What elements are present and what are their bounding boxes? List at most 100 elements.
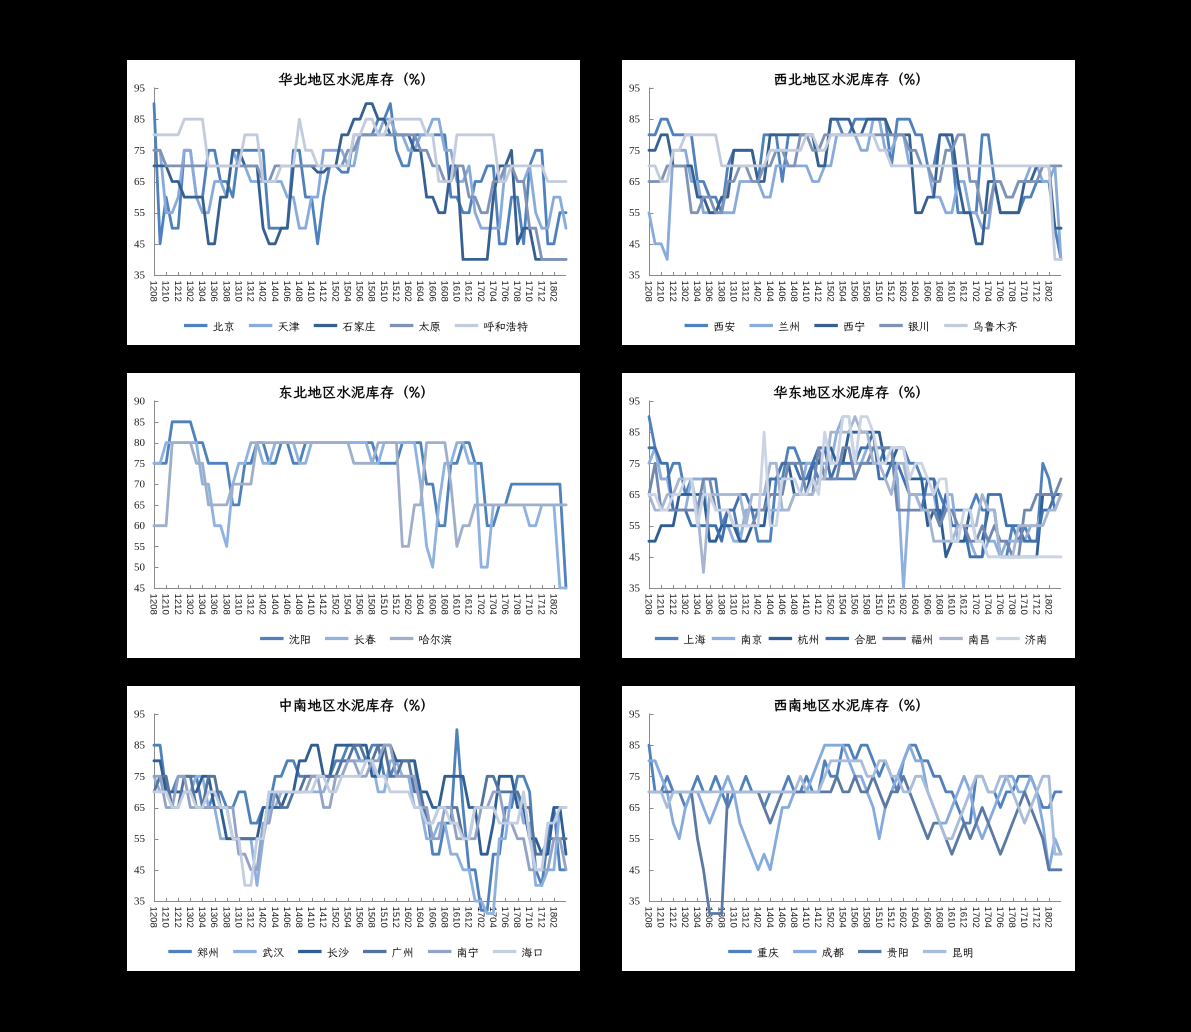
svg-text:1710: 1710 xyxy=(1018,281,1029,302)
svg-text:95: 95 xyxy=(134,709,146,721)
svg-text:1504: 1504 xyxy=(341,281,352,303)
svg-text:1208: 1208 xyxy=(148,281,159,302)
svg-text:1408: 1408 xyxy=(293,281,304,302)
svg-text:1404: 1404 xyxy=(269,594,280,616)
svg-text:95: 95 xyxy=(134,83,146,95)
svg-text:1510: 1510 xyxy=(378,594,389,615)
svg-text:1210: 1210 xyxy=(655,907,666,928)
svg-text:1406: 1406 xyxy=(281,907,292,928)
svg-text:1512: 1512 xyxy=(390,281,401,302)
svg-text:1706: 1706 xyxy=(994,907,1005,928)
svg-text:55: 55 xyxy=(629,833,641,845)
svg-text:1606: 1606 xyxy=(426,907,437,928)
svg-text:1308: 1308 xyxy=(715,281,726,302)
svg-text:1402: 1402 xyxy=(257,907,268,928)
svg-text:1708: 1708 xyxy=(511,907,522,928)
svg-text:1308: 1308 xyxy=(220,907,231,928)
svg-text:1404: 1404 xyxy=(764,594,775,616)
svg-text:1212: 1212 xyxy=(172,594,183,615)
svg-text:1612: 1612 xyxy=(958,594,969,615)
svg-text:55: 55 xyxy=(134,541,146,553)
svg-text:1302: 1302 xyxy=(679,594,690,615)
svg-text:1706: 1706 xyxy=(499,907,510,928)
svg-text:1304: 1304 xyxy=(196,907,207,929)
svg-text:1502: 1502 xyxy=(329,594,340,615)
svg-text:1504: 1504 xyxy=(836,281,847,303)
svg-text:50: 50 xyxy=(134,562,146,574)
svg-text:1508: 1508 xyxy=(861,907,872,928)
svg-text:1404: 1404 xyxy=(764,281,775,303)
svg-text:1610: 1610 xyxy=(451,594,462,615)
svg-text:1612: 1612 xyxy=(463,907,474,928)
svg-text:60: 60 xyxy=(134,520,146,532)
svg-text:1502: 1502 xyxy=(329,907,340,928)
svg-text:1506: 1506 xyxy=(354,281,365,302)
svg-text:1502: 1502 xyxy=(824,907,835,928)
svg-text:1304: 1304 xyxy=(691,594,702,616)
svg-text:1510: 1510 xyxy=(873,907,884,928)
svg-text:85: 85 xyxy=(629,427,641,439)
svg-text:1606: 1606 xyxy=(921,907,932,928)
svg-text:1412: 1412 xyxy=(812,594,823,615)
svg-text:85: 85 xyxy=(629,740,641,752)
svg-text:1310: 1310 xyxy=(232,594,243,615)
svg-text:1408: 1408 xyxy=(293,594,304,615)
svg-text:1308: 1308 xyxy=(715,594,726,615)
svg-text:1612: 1612 xyxy=(958,281,969,302)
svg-text:1802: 1802 xyxy=(547,281,558,302)
svg-text:1512: 1512 xyxy=(390,907,401,928)
svg-text:85: 85 xyxy=(134,114,146,126)
svg-text:1506: 1506 xyxy=(849,594,860,615)
svg-text:1604: 1604 xyxy=(909,281,920,303)
svg-text:1508: 1508 xyxy=(861,281,872,302)
svg-text:1704: 1704 xyxy=(982,594,993,616)
svg-text:65: 65 xyxy=(629,802,641,814)
svg-text:1606: 1606 xyxy=(426,281,437,302)
svg-text:1604: 1604 xyxy=(909,907,920,929)
svg-text:1608: 1608 xyxy=(933,907,944,928)
svg-text:45: 45 xyxy=(134,583,146,595)
svg-text:1704: 1704 xyxy=(982,281,993,303)
svg-text:1508: 1508 xyxy=(861,594,872,615)
svg-text:1710: 1710 xyxy=(523,281,534,302)
svg-text:1610: 1610 xyxy=(946,594,957,615)
svg-text:1406: 1406 xyxy=(776,281,787,302)
svg-text:1702: 1702 xyxy=(970,281,981,302)
svg-text:75: 75 xyxy=(629,771,641,783)
svg-text:45: 45 xyxy=(134,864,146,876)
svg-text:1604: 1604 xyxy=(414,907,425,929)
svg-text:1402: 1402 xyxy=(257,594,268,615)
svg-text:1602: 1602 xyxy=(402,907,413,928)
svg-text:1802: 1802 xyxy=(547,594,558,615)
svg-text:1708: 1708 xyxy=(511,594,522,615)
svg-text:1210: 1210 xyxy=(655,594,666,615)
svg-text:1402: 1402 xyxy=(257,281,268,302)
svg-text:1508: 1508 xyxy=(366,907,377,928)
svg-text:1704: 1704 xyxy=(982,907,993,929)
svg-text:1712: 1712 xyxy=(1030,281,1041,302)
svg-text:1602: 1602 xyxy=(897,594,908,615)
svg-text:1610: 1610 xyxy=(946,281,957,302)
svg-text:95: 95 xyxy=(629,83,641,95)
svg-text:1208: 1208 xyxy=(148,907,159,928)
svg-text:55: 55 xyxy=(629,207,641,219)
svg-text:1404: 1404 xyxy=(269,281,280,303)
svg-text:1512: 1512 xyxy=(885,281,896,302)
svg-text:1412: 1412 xyxy=(812,281,823,302)
svg-text:1606: 1606 xyxy=(921,594,932,615)
svg-text:1212: 1212 xyxy=(667,281,678,302)
svg-text:1212: 1212 xyxy=(667,594,678,615)
svg-text:1412: 1412 xyxy=(812,907,823,928)
svg-text:70: 70 xyxy=(134,479,146,491)
svg-text:1504: 1504 xyxy=(836,907,847,929)
svg-text:75: 75 xyxy=(629,458,641,470)
svg-text:1410: 1410 xyxy=(305,281,316,302)
svg-text:45: 45 xyxy=(629,551,641,563)
svg-text:1604: 1604 xyxy=(909,594,920,616)
svg-text:1402: 1402 xyxy=(752,907,763,928)
svg-text:1402: 1402 xyxy=(752,281,763,302)
svg-text:1306: 1306 xyxy=(208,281,219,302)
svg-text:1502: 1502 xyxy=(824,281,835,302)
svg-text:1312: 1312 xyxy=(740,594,751,615)
svg-text:1508: 1508 xyxy=(366,594,377,615)
